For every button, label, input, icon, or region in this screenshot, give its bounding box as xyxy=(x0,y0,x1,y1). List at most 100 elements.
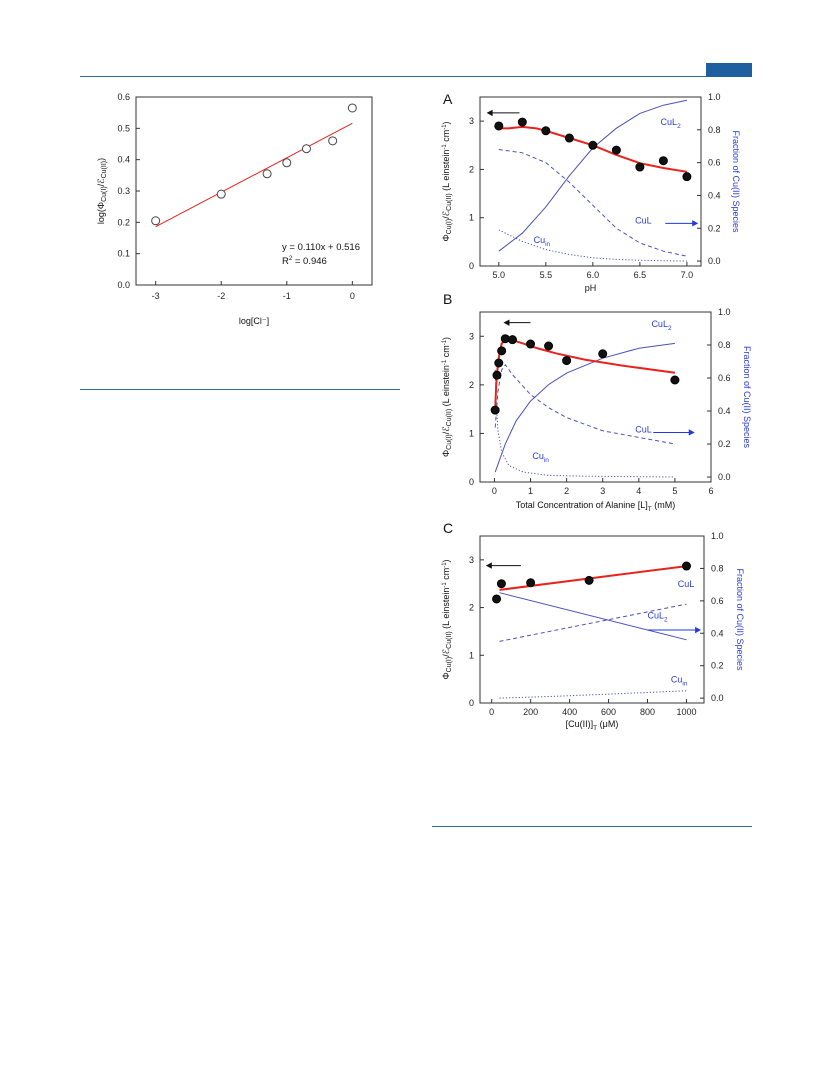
panel-a-data-point xyxy=(658,156,668,166)
panel-b-species-label-sub: in xyxy=(544,457,549,464)
panel-a-ylabel-close: ) xyxy=(441,121,451,124)
panel-b-species-label-base: CuL xyxy=(635,424,652,434)
panel-a-species-label-sub: in xyxy=(545,241,550,248)
small-r-squared: R2 = 0.946 xyxy=(282,256,327,267)
panel-a-xlabel-main: pH xyxy=(585,283,597,293)
small-r2-sup: 2 xyxy=(289,256,293,262)
panel-c-y2-axis-label: Fraction of Cu(II) Species xyxy=(735,568,745,671)
panel-c-y-tick-label: 0 xyxy=(469,698,474,708)
section-rule-right xyxy=(432,826,752,827)
panel-a-right-arrow-head xyxy=(692,220,699,227)
panel-a-ylabel-sub1: Cu(I) xyxy=(446,219,453,235)
panel-c-xlabel-sub: T xyxy=(593,725,597,732)
panel-b-ylabel-eps: /ℰ xyxy=(441,426,451,435)
panel-b-x-tick-label: 2 xyxy=(564,486,569,496)
panel-b-ylabel-sub1: Cu(I) xyxy=(446,434,453,450)
panel-a-left-arrow-head xyxy=(486,109,493,117)
panel-c-data-point xyxy=(681,561,691,571)
panel-c-x-tick-label: 600 xyxy=(601,707,616,717)
panel-b-species-label-base: Cu xyxy=(532,451,544,461)
panel-a-y2-tick-label: 0.8 xyxy=(708,125,721,135)
panel-a-species-label-sub: 2 xyxy=(677,123,681,130)
panel-c-ylabel-sup2: -1 xyxy=(442,562,448,568)
panel-c-y2-tick-label: 0.0 xyxy=(711,693,724,703)
small-y-tick-label: 0.6 xyxy=(117,92,130,102)
panel-b-x-tick-label: 5 xyxy=(672,486,677,496)
panel-b-x-tick-label: 0 xyxy=(492,486,497,496)
panel-c-species-line-dotted xyxy=(499,690,687,699)
panel-a-species-label: Cuin xyxy=(534,235,551,248)
panel-b-x-tick-label: 4 xyxy=(636,486,641,496)
panel-b-species-line-solid xyxy=(494,342,675,473)
panel-a-y2-axis-label: Fraction of Cu(II) Species xyxy=(731,130,741,233)
panel-c-ylabel-close: ) xyxy=(441,559,451,562)
panel-b-data-point xyxy=(526,339,536,349)
panel-c-ylabel-unit2: cm xyxy=(441,568,451,583)
panel-c-ylabel-eps: /ℰ xyxy=(441,648,451,657)
panel-a-ylabel-unit2: cm xyxy=(441,130,451,145)
panel-b-xlabel-sub: T xyxy=(648,506,652,513)
small-ylabel-sub2: Cu(II) xyxy=(101,161,108,179)
small-y-tick-label: 0.2 xyxy=(117,217,130,227)
panel-b-y2-axis-label: Fraction of Cu(II) Species xyxy=(742,346,752,449)
panel-a-y-axis-label: ΦCu(I)/ℰCu(II) (L einstein-1 cm-1) xyxy=(441,121,453,241)
small-data-point xyxy=(347,103,357,113)
panel-b-species-label-sub: 2 xyxy=(668,325,672,332)
panel-a-y-tick-label: 1 xyxy=(469,213,474,223)
panel-b-data-point xyxy=(492,370,502,380)
panel-c-x-tick-label: 800 xyxy=(640,707,655,717)
panel-a-ylabel-phi: Φ xyxy=(441,234,451,241)
panel-c-data-point xyxy=(492,594,502,604)
small-x-tick-label: 0 xyxy=(350,291,355,301)
panel-a-ylabel-sub2: Cu(II) xyxy=(446,193,453,211)
panel-b-species-label: CuL2 xyxy=(651,319,672,332)
panel-a-x-tick-label: 6.5 xyxy=(634,270,647,280)
panel-c-species-line-solid xyxy=(499,592,687,641)
panel-c-ylabel-phi: Φ xyxy=(441,672,451,679)
panel-a-x-tick-label: 5.5 xyxy=(540,270,553,280)
panel-b-x-tick-label: 3 xyxy=(600,486,605,496)
panel-a-data-point xyxy=(588,140,598,150)
panel-c-data-point xyxy=(584,575,594,585)
panel-c-species-label-base: Cu xyxy=(671,675,683,685)
panel-c-x-tick-label: 1000 xyxy=(676,707,696,717)
panel-c-x-tick-label: 400 xyxy=(562,707,577,717)
panel-c-x-tick-label: 0 xyxy=(489,707,494,717)
small-r2-base: R xyxy=(282,256,289,267)
small-ylabel-sub1: Cu(I) xyxy=(101,186,108,202)
panel-b-data-point xyxy=(598,349,608,359)
panel-a-species-label: CuL2 xyxy=(661,117,682,130)
panel-c-y2-tick-label: 0.8 xyxy=(711,563,724,573)
small-x-axis-label: log[Cl⁻] xyxy=(239,316,269,326)
panel-b-data-point xyxy=(562,356,572,366)
small-data-point xyxy=(151,216,161,226)
panel-a-ylabel-eps: /ℰ xyxy=(441,210,451,219)
panel-c-left-arrow-head xyxy=(485,562,492,569)
panel-b-xlabel-main: Total Concentration of Alanine [L] xyxy=(516,500,648,510)
panel-a-y-tick-label: 2 xyxy=(469,164,474,174)
panel-a-y2-tick-label: 0.4 xyxy=(708,190,721,200)
panel-c-species-label: CuL2 xyxy=(648,611,669,624)
panel-a-species-label-base: CuL xyxy=(661,117,678,127)
panel-b-y2-tick-label: 0.8 xyxy=(718,340,731,350)
panel-b-data-point xyxy=(544,341,554,351)
panel-a-x-tick-label: 5.0 xyxy=(493,270,506,280)
panel-c-species-label-base: CuL xyxy=(678,579,695,589)
panel-a-data-point xyxy=(494,121,504,131)
panel-a-data-point xyxy=(517,117,527,127)
panel-b-data-point xyxy=(490,405,500,415)
panel-c-data-point xyxy=(526,578,536,588)
panel-b-y2-tick-label: 1.0 xyxy=(718,307,731,317)
panel-b-xlabel-unit: (mM) xyxy=(652,500,676,510)
panel-c-species-label-sub: in xyxy=(682,681,687,688)
panel-a-species-label-base: Cu xyxy=(534,235,546,245)
small-x-tick-label: -2 xyxy=(217,291,225,301)
panel-c-y2-tick-label: 0.4 xyxy=(711,628,724,638)
panel-a-x-axis-label: pH xyxy=(585,283,597,293)
small-y-tick-label: 0.4 xyxy=(117,155,130,165)
section-rule-left xyxy=(80,389,400,390)
panel-a-species-line-dashed xyxy=(498,149,688,257)
